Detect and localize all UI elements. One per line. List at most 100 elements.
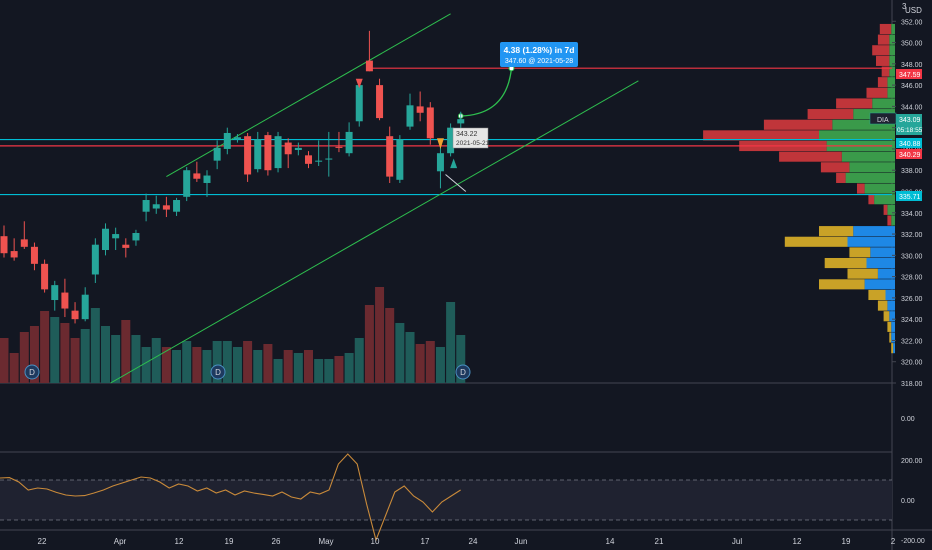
candle-body[interactable] <box>223 132 231 149</box>
volume-bar <box>405 332 415 383</box>
callout-box[interactable] <box>500 42 578 67</box>
vp-down-bar <box>857 183 865 194</box>
candle-body[interactable] <box>142 200 150 212</box>
time-axis[interactable]: 22 Apr 12 19 26 May 10 17 24 Jun 14 21 Jul 12 19 2 <box>38 537 896 546</box>
vp-down-bar <box>879 23 892 35</box>
candle-body[interactable] <box>71 310 79 320</box>
candle-body[interactable] <box>41 263 49 290</box>
candle-body[interactable] <box>254 139 262 170</box>
candle-body[interactable] <box>406 105 414 127</box>
candle-body[interactable] <box>396 139 404 180</box>
candle-body[interactable] <box>365 60 373 72</box>
candle-body[interactable] <box>436 153 444 172</box>
candle-body[interactable] <box>447 127 455 154</box>
candle-body[interactable] <box>173 200 181 212</box>
candle-body[interactable] <box>122 244 130 248</box>
candle-body[interactable] <box>233 137 241 140</box>
candle-body[interactable] <box>264 135 272 171</box>
cursor-label: 343.22 2021-05-21 <box>452 127 490 149</box>
time-tick-label[interactable]: 12 <box>175 537 184 546</box>
candle-body[interactable] <box>81 294 89 320</box>
tag-cyan-upper-box <box>896 138 922 148</box>
vp-up-bar <box>889 311 895 322</box>
time-tick-label[interactable]: 19 <box>225 537 234 546</box>
volume-bar <box>29 326 39 383</box>
price-tick-label: 334.00 <box>901 211 923 218</box>
candle-body[interactable] <box>376 85 384 119</box>
time-tick-label[interactable]: 26 <box>272 537 281 546</box>
time-tick-label[interactable]: Jul <box>732 537 742 546</box>
drawings[interactable] <box>0 13 892 384</box>
dividend-marker-2[interactable]: D <box>210 364 226 380</box>
candle-body[interactable] <box>61 292 69 309</box>
candlestick-series[interactable] <box>0 30 465 324</box>
candle-body[interactable] <box>152 204 160 209</box>
candle-body[interactable] <box>91 244 99 275</box>
candle-body[interactable] <box>193 173 201 179</box>
currency-label[interactable]: USD <box>905 6 922 15</box>
time-tick-label[interactable]: 10 <box>371 537 380 546</box>
markers[interactable] <box>355 78 458 169</box>
time-tick-label[interactable]: Jun <box>515 537 528 546</box>
candle-body[interactable] <box>0 236 8 254</box>
dividend-marker-3[interactable]: D <box>455 364 471 380</box>
tag-cyan-upper-text: 340.88 <box>899 141 921 148</box>
vp-up-bar <box>870 247 895 258</box>
vp-up-bar <box>887 300 895 311</box>
candle-body[interactable] <box>274 136 282 169</box>
candle-body[interactable] <box>203 175 211 183</box>
oscillator-line[interactable] <box>0 453 461 542</box>
candle-body[interactable] <box>284 142 292 155</box>
candle-body[interactable] <box>325 158 333 160</box>
time-tick-label[interactable]: Apr <box>114 537 127 546</box>
oscillator-band <box>0 480 892 520</box>
projection-callout[interactable]: 4.38 (1.28%) in 7d 347.60 @ 2021-05-28 <box>500 42 578 67</box>
candle-body[interactable] <box>426 107 434 139</box>
time-tick-label[interactable]: 21 <box>655 537 664 546</box>
volume-bar <box>263 344 273 383</box>
time-tick-label[interactable]: May <box>318 537 333 546</box>
candle-body[interactable] <box>162 205 170 210</box>
volume-bar <box>111 335 121 383</box>
time-tick-label[interactable]: 12 <box>793 537 802 546</box>
candle-body[interactable] <box>457 119 465 124</box>
candle-body[interactable] <box>345 131 353 154</box>
candle-body[interactable] <box>102 228 109 251</box>
time-tick-label[interactable]: 24 <box>469 537 478 546</box>
projection-arc[interactable] <box>460 68 513 117</box>
channel-lower[interactable] <box>110 80 639 384</box>
time-tick-label[interactable]: 17 <box>421 537 430 546</box>
sell-signal-arrow[interactable] <box>355 78 363 89</box>
candle-body[interactable] <box>355 85 363 122</box>
tag-last-price-box <box>896 69 922 79</box>
candle-body[interactable] <box>51 285 59 301</box>
signal-arrow-orange[interactable] <box>436 138 444 149</box>
candle-body[interactable] <box>20 239 28 247</box>
volume-bar <box>161 347 171 383</box>
candle-body[interactable] <box>416 106 424 113</box>
tag-red-line-box <box>896 149 922 159</box>
oscillator-pane[interactable] <box>0 453 892 542</box>
candle-body[interactable] <box>112 234 120 239</box>
candle-body[interactable] <box>10 251 18 258</box>
candle-body[interactable] <box>213 147 221 161</box>
candle-body[interactable] <box>244 136 252 175</box>
candle-body[interactable] <box>132 232 140 241</box>
vp-up-bar <box>874 194 895 205</box>
buy-signal-arrow[interactable] <box>450 158 458 169</box>
volume-bar <box>80 329 90 383</box>
candle-body[interactable] <box>294 147 302 151</box>
candle-body[interactable] <box>30 246 38 264</box>
candle-body[interactable] <box>183 170 191 197</box>
candle-body[interactable] <box>386 136 394 177</box>
time-tick-label[interactable]: 14 <box>606 537 615 546</box>
candle-body[interactable] <box>315 160 323 162</box>
dividend-marker-1[interactable]: D <box>24 364 40 380</box>
volume-bar <box>415 344 425 383</box>
time-tick-label[interactable]: 2 <box>891 537 896 546</box>
time-tick-label[interactable]: 19 <box>842 537 851 546</box>
candle-body[interactable] <box>305 155 312 164</box>
candle-body[interactable] <box>335 146 343 148</box>
time-tick-label[interactable]: 22 <box>38 537 47 546</box>
